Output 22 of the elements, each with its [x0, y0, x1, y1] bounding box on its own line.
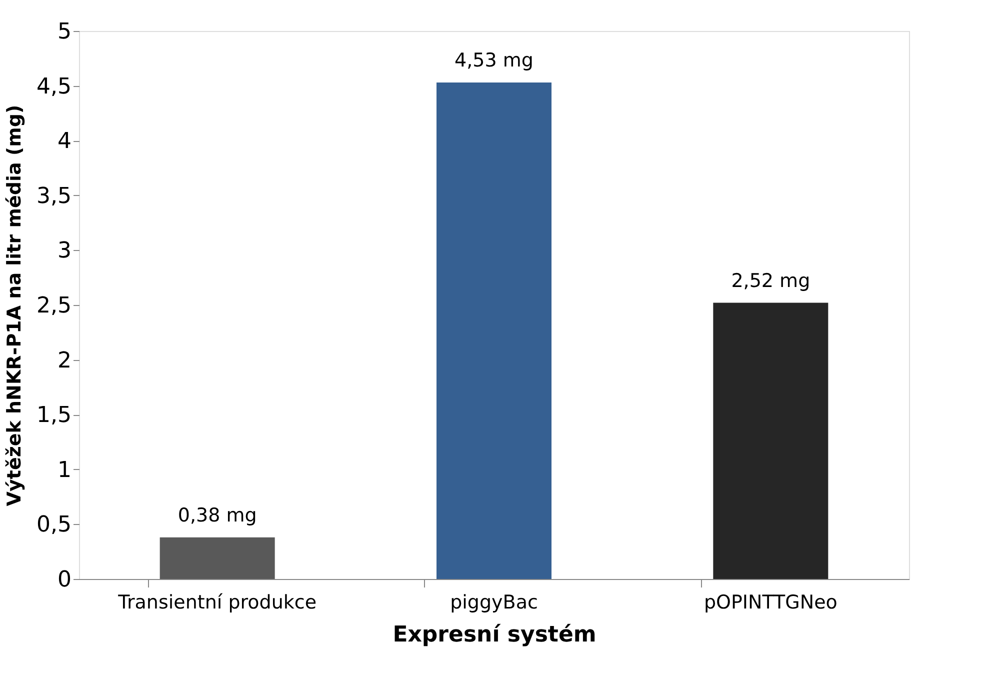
- y-tick-label: 3: [58, 238, 72, 264]
- x-axis-title: Expresní systém: [392, 622, 596, 648]
- data-label: 0,38 mg: [178, 504, 257, 526]
- y-tick-label: 5: [58, 20, 72, 44]
- x-tick-label: piggyBac: [450, 592, 538, 614]
- x-tick-label: pOPINTTGNeo: [704, 592, 838, 614]
- bar: [713, 302, 828, 579]
- y-tick-label: 2,5: [36, 294, 72, 318]
- y-tick-label: 4,5: [36, 74, 72, 100]
- x-tick-label: Transientní produkce: [117, 592, 317, 614]
- y-tick-label: 1: [58, 458, 72, 483]
- data-label: 4,53 mg: [454, 50, 534, 72]
- bar: [160, 537, 275, 579]
- y-tick-label: 3,5: [36, 184, 72, 209]
- bar: [436, 82, 552, 579]
- y-tick-label: 0: [58, 568, 72, 592]
- y-tick-label: 0,5: [36, 512, 72, 538]
- data-label: 2,52 mg: [731, 270, 810, 292]
- y-tick-label: 4: [58, 129, 72, 154]
- y-tick-label: 2: [58, 348, 72, 374]
- y-tick-label: 1,5: [36, 403, 72, 428]
- y-axis-title: Výtěžek hNKR-P1A na litr média (mg): [4, 104, 26, 506]
